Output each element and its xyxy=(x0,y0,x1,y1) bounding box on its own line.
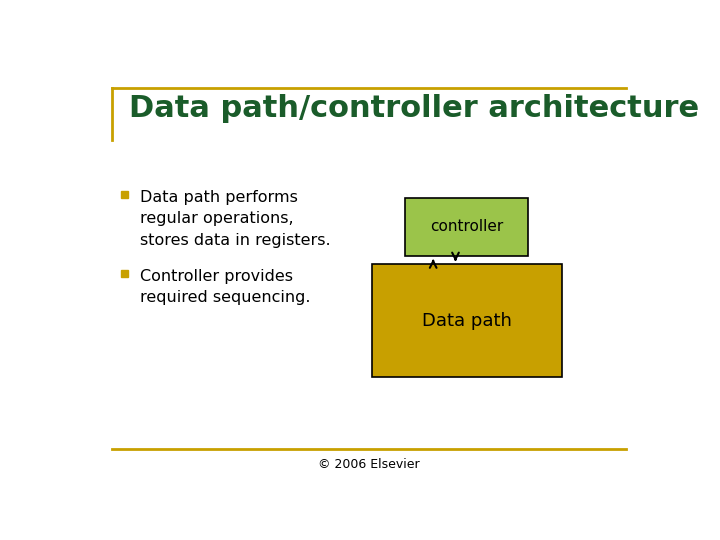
Text: Data path/controller architecture: Data path/controller architecture xyxy=(129,94,699,123)
Text: controller: controller xyxy=(430,219,503,234)
Text: Data path: Data path xyxy=(422,312,512,329)
Text: © 2006 Elsevier: © 2006 Elsevier xyxy=(318,458,420,471)
Bar xyxy=(405,198,528,256)
Text: Controller provides
required sequencing.: Controller provides required sequencing. xyxy=(140,268,311,305)
Bar xyxy=(121,191,128,198)
Bar xyxy=(121,269,128,277)
Text: Data path performs
regular operations,
stores data in registers.: Data path performs regular operations, s… xyxy=(140,190,331,248)
Bar xyxy=(372,265,562,377)
